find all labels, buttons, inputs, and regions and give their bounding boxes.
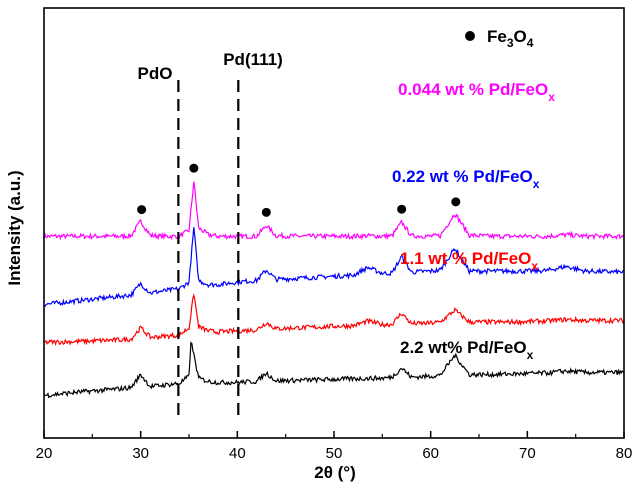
legend-marker bbox=[465, 31, 475, 41]
series-line-3 bbox=[43, 341, 625, 399]
x-axis-title: 2θ (°) bbox=[314, 463, 356, 482]
reference-lines: PdO Pd(111) bbox=[138, 50, 283, 420]
series-line-1 bbox=[43, 227, 625, 308]
fe3o4-marker-4 bbox=[451, 197, 461, 207]
peak-markers: Fe3O4 bbox=[137, 27, 534, 217]
series-label-1: 0.22 wt % Pd/FeOx bbox=[392, 167, 540, 191]
fe3o4-marker-0 bbox=[137, 205, 147, 215]
x-tick-label-0: 20 bbox=[36, 445, 53, 462]
x-tick-label-2: 40 bbox=[229, 445, 246, 462]
y-axis-title: Intensity (a.u.) bbox=[5, 170, 24, 285]
x-tick-label-4: 60 bbox=[422, 445, 439, 462]
x-tick-label-1: 30 bbox=[132, 445, 149, 462]
fe3o4-marker-1 bbox=[189, 163, 199, 173]
series-label-3: 2.2 wt% Pd/FeOx bbox=[400, 338, 534, 362]
axes: 20 30 40 50 60 70 80 bbox=[36, 7, 633, 462]
series-line-0 bbox=[43, 181, 625, 241]
ref-label-pd111: Pd(111) bbox=[223, 50, 283, 69]
legend-label: Fe3O4 bbox=[487, 27, 534, 50]
series-line-2 bbox=[44, 293, 625, 347]
plot-frame bbox=[43, 7, 625, 439]
x-tick-label-5: 70 bbox=[519, 445, 536, 462]
fe3o4-marker-2 bbox=[261, 207, 271, 217]
ref-label-pdo: PdO bbox=[138, 64, 173, 83]
fe3o4-marker-3 bbox=[397, 204, 407, 214]
x-tick-label-3: 50 bbox=[326, 445, 343, 462]
series-label-0: 0.044 wt % Pd/FeOx bbox=[398, 80, 555, 104]
x-tick-label-6: 80 bbox=[616, 445, 633, 462]
